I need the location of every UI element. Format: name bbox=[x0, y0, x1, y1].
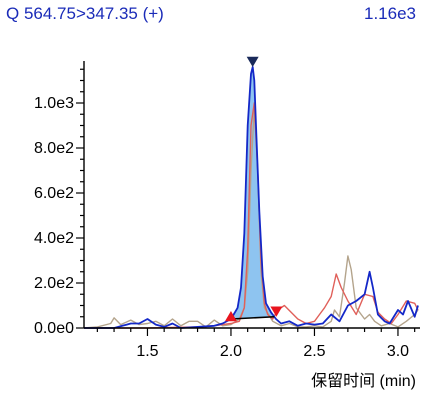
y-tick-label: 6.0e2 bbox=[34, 185, 74, 202]
x-tick-label: 2.0 bbox=[220, 343, 242, 360]
x-tick-label: 1.5 bbox=[136, 343, 158, 360]
series-line-2 bbox=[84, 66, 419, 329]
peak-fill-layer bbox=[231, 67, 275, 319]
y-tick-label: 8.0e2 bbox=[34, 140, 74, 157]
peak-area bbox=[231, 67, 275, 319]
y-tick-label: 2.0e2 bbox=[34, 275, 74, 292]
y-tick-label: 4.0e2 bbox=[34, 230, 74, 247]
peak-marker-layer bbox=[224, 56, 283, 322]
y-tick-label: 1.0e3 bbox=[34, 95, 74, 112]
axis-layer: 0.0e0 2.0e2 4.0e2 6.0e2 8.0e2 1.0e3 1.5 2.0 2.5 3… bbox=[34, 61, 420, 360]
x-tick-label: 3.0 bbox=[387, 343, 409, 360]
peak-end-marker bbox=[270, 306, 283, 317]
x-axis-title: 保留时间 (min) bbox=[311, 372, 416, 390]
max-intensity-label: 1.16e3 bbox=[364, 4, 416, 23]
peak-baseline bbox=[230, 315, 275, 320]
transition-label: Q 564.75>347.35 (+) bbox=[6, 4, 164, 23]
x-tick-label: 2.5 bbox=[303, 343, 325, 360]
series-layer bbox=[83, 66, 419, 329]
y-tick-label: 0.0e0 bbox=[34, 320, 74, 337]
peak-apex-marker bbox=[246, 56, 259, 67]
peak-start-marker bbox=[224, 311, 237, 322]
